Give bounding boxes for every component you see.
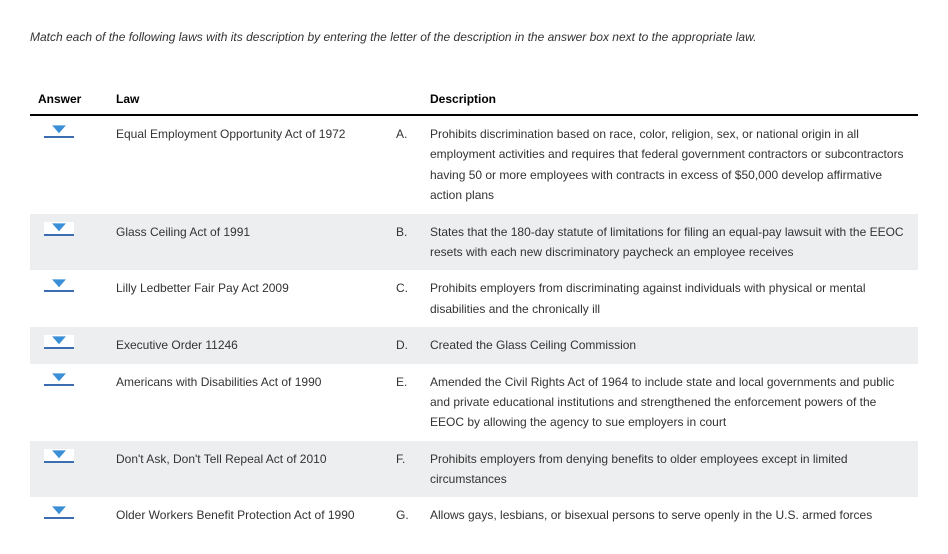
answer-cell — [30, 441, 108, 498]
table-row: Americans with Disabilities Act of 1990E… — [30, 364, 918, 441]
header-description: Description — [422, 86, 918, 115]
chevron-down-icon — [52, 507, 66, 515]
law-cell: Older Workers Benefit Protection Act of … — [108, 497, 388, 533]
header-law: Law — [108, 86, 388, 115]
chevron-down-icon — [52, 373, 66, 381]
description-cell: Prohibits discrimination based on race, … — [422, 115, 918, 214]
header-letter-spacer — [388, 86, 422, 115]
answer-cell — [30, 270, 108, 327]
description-letter: A. — [388, 115, 422, 214]
header-answer: Answer — [30, 86, 108, 115]
description-letter: B. — [388, 214, 422, 271]
chevron-down-icon — [52, 125, 66, 133]
instructions-text: Match each of the following laws with it… — [30, 28, 918, 46]
law-cell: Lilly Ledbetter Fair Pay Act 2009 — [108, 270, 388, 327]
description-cell: Created the Glass Ceiling Commission — [422, 327, 918, 363]
description-cell: Prohibits employers from denying benefit… — [422, 441, 918, 498]
description-cell: Allows gays, lesbians, or bisexual perso… — [422, 497, 918, 533]
table-row: Glass Ceiling Act of 1991B.States that t… — [30, 214, 918, 271]
description-letter: G. — [388, 497, 422, 533]
chevron-down-icon — [52, 336, 66, 344]
answer-dropdown[interactable] — [44, 222, 74, 236]
description-letter: F. — [388, 441, 422, 498]
law-cell: Don't Ask, Don't Tell Repeal Act of 2010 — [108, 441, 388, 498]
chevron-down-icon — [52, 223, 66, 231]
matching-table: Answer Law Description Equal Employment … — [30, 86, 918, 534]
description-cell: Prohibits employers from discriminating … — [422, 270, 918, 327]
answer-dropdown[interactable] — [44, 335, 74, 349]
description-letter: C. — [388, 270, 422, 327]
law-cell: Equal Employment Opportunity Act of 1972 — [108, 115, 388, 214]
table-row: Executive Order 11246D.Created the Glass… — [30, 327, 918, 363]
chevron-down-icon — [52, 450, 66, 458]
answer-dropdown[interactable] — [44, 278, 74, 292]
description-cell: States that the 180-day statute of limit… — [422, 214, 918, 271]
answer-dropdown[interactable] — [44, 372, 74, 386]
answer-dropdown[interactable] — [44, 505, 74, 519]
table-row: Older Workers Benefit Protection Act of … — [30, 497, 918, 533]
table-row: Lilly Ledbetter Fair Pay Act 2009C.Prohi… — [30, 270, 918, 327]
answer-cell — [30, 214, 108, 271]
answer-cell — [30, 497, 108, 533]
answer-cell — [30, 327, 108, 363]
law-cell: Americans with Disabilities Act of 1990 — [108, 364, 388, 441]
table-row: Equal Employment Opportunity Act of 1972… — [30, 115, 918, 214]
table-row: Don't Ask, Don't Tell Repeal Act of 2010… — [30, 441, 918, 498]
description-cell: Amended the Civil Rights Act of 1964 to … — [422, 364, 918, 441]
answer-dropdown[interactable] — [44, 449, 74, 463]
answer-cell — [30, 364, 108, 441]
answer-cell — [30, 115, 108, 214]
chevron-down-icon — [52, 280, 66, 288]
description-letter: E. — [388, 364, 422, 441]
answer-dropdown[interactable] — [44, 124, 74, 138]
description-letter: D. — [388, 327, 422, 363]
law-cell: Glass Ceiling Act of 1991 — [108, 214, 388, 271]
law-cell: Executive Order 11246 — [108, 327, 388, 363]
